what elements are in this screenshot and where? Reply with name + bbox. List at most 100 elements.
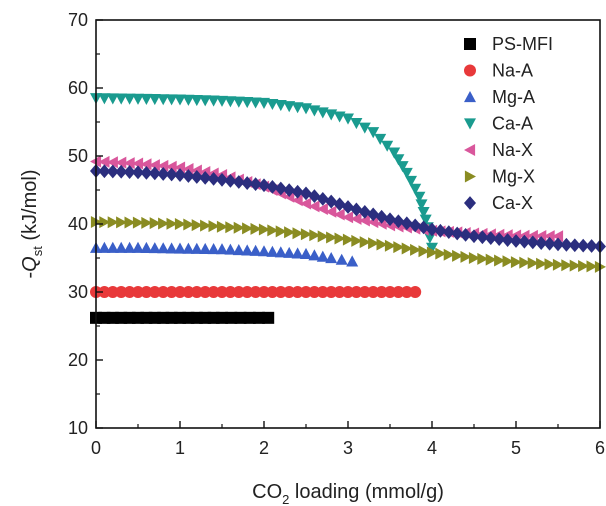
data-point [543,230,555,243]
y-tick-label: 50 [68,146,88,166]
data-point [494,254,506,267]
data-point [308,200,320,213]
data-point [384,212,396,227]
data-point [342,211,354,224]
data-point [274,246,287,258]
data-point [242,222,254,235]
data-point [284,226,296,239]
y-tick-label: 60 [68,78,88,98]
data-point [291,194,303,207]
data-point [199,286,212,298]
data-point [418,245,430,258]
data-point [333,197,346,212]
data-point [274,286,287,298]
data-point [241,286,254,298]
legend-item: Na-A [464,61,533,81]
data-point [552,230,564,243]
data-point [157,167,170,181]
data-point [333,208,345,221]
data-point [225,311,238,324]
data-point [452,249,464,262]
data-point [396,161,409,173]
data-point [232,175,245,189]
data-point [132,286,144,298]
data-point [174,161,186,174]
data-point [107,216,119,229]
x-tick-label: 4 [427,438,437,458]
data-point [283,101,296,113]
data-point [157,94,170,106]
data-point [409,286,422,298]
data-point [274,100,287,112]
data-point [316,107,329,119]
data-point [199,95,212,107]
data-point [216,286,228,298]
data-point [115,286,128,298]
data-point [501,233,514,247]
data-point [182,94,195,106]
legend-marker [464,144,476,156]
data-point [443,248,455,261]
data-point [266,179,279,194]
data-point [569,259,581,272]
data-point [174,94,186,106]
data-point [518,234,531,249]
data-point [132,216,144,229]
data-point [468,252,480,264]
data-point [405,175,417,187]
data-point [148,159,160,172]
data-point [232,96,245,108]
data-point [335,253,348,265]
data-point [578,260,590,273]
data-point [374,133,387,145]
data-point [258,97,270,109]
data-point [124,216,136,229]
data-point [140,93,153,106]
data-point [392,214,405,229]
data-point [258,245,270,257]
data-point [241,176,254,190]
data-point [358,214,370,227]
data-point [241,244,254,256]
data-point [115,156,127,169]
data-point [266,286,279,298]
data-point [325,286,338,298]
data-point [308,249,321,261]
axis-ticks: 0 1 2 3 4 5 6 10 20 30 40 50 60 70 [68,10,605,458]
data-point [233,221,245,234]
data-point [190,95,203,107]
data-point [342,113,354,125]
data-point [267,224,279,237]
data-point [208,220,220,233]
data-point [358,122,371,134]
data-point [224,286,237,298]
y-tick-label: 20 [68,350,88,370]
data-point [560,237,573,252]
legend-item: Mg-X [464,167,535,187]
data-point [468,229,480,244]
data-point [148,286,161,298]
data-point [216,172,228,187]
data-point [266,98,279,111]
data-point [182,169,195,183]
data-point [182,242,195,254]
data-point [325,205,337,218]
data-point [451,226,464,241]
data-point [165,167,178,182]
data-point [502,255,514,268]
data-point [300,103,312,115]
data-point [191,219,203,232]
y-tick-label: 30 [68,282,88,302]
data-point [493,232,506,246]
data-point [367,127,380,139]
legend-marker [464,91,476,103]
data-point [123,157,135,170]
data-point [98,241,111,253]
data-point [426,222,438,237]
data-point [426,246,438,259]
data-point [409,218,422,233]
data-point [266,245,279,257]
legend-item: PS-MFI [464,34,553,54]
x-axis-title: CO2 loading (mmol/g) [252,481,444,506]
